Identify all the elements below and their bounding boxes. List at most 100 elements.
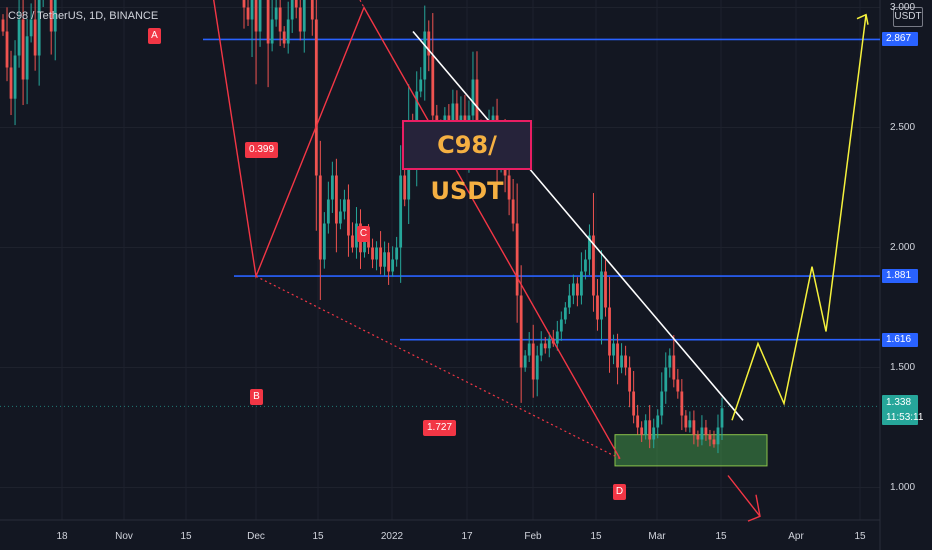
candle	[539, 331, 543, 362]
candle	[294, 0, 298, 19]
candle	[519, 265, 523, 403]
candle-body	[363, 235, 366, 253]
candle-body	[403, 175, 407, 200]
candle	[580, 252, 583, 305]
candle	[399, 145, 403, 283]
candle-body	[628, 367, 632, 392]
x-tick-label: 15	[854, 531, 866, 542]
candle-body	[355, 223, 358, 248]
candle-body	[592, 235, 595, 296]
candle-body	[339, 211, 342, 224]
candle-body	[395, 247, 399, 260]
down-arrow-shaft	[727, 475, 761, 517]
candle	[620, 343, 623, 374]
candle-body	[471, 79, 475, 116]
candle	[559, 311, 563, 341]
candle	[314, 0, 318, 231]
down-arrow-head	[747, 494, 761, 522]
x-tick-label: Nov	[115, 531, 133, 542]
candle	[375, 241, 378, 271]
candle-body	[668, 355, 672, 368]
wave-point-label: C	[357, 226, 370, 242]
candle-body	[684, 415, 688, 428]
candlesticks	[1, 0, 724, 454]
candle-body	[656, 415, 660, 428]
candle	[286, 1, 290, 54]
projection-arrow-head	[856, 13, 869, 25]
candle-body	[343, 199, 346, 212]
candle	[515, 183, 519, 323]
candle-body	[351, 235, 354, 248]
candle	[571, 274, 575, 305]
projection-line	[731, 14, 867, 421]
candle-body	[334, 175, 338, 224]
candle	[592, 193, 595, 312]
candle	[588, 224, 591, 276]
candle	[322, 212, 326, 269]
candle-body	[17, 19, 21, 56]
support-zone	[614, 434, 768, 467]
candle-body	[25, 36, 29, 80]
candle-body	[282, 31, 286, 44]
candle-body	[53, 0, 57, 32]
candle	[684, 410, 688, 432]
candle	[419, 67, 423, 98]
candle-body	[387, 252, 391, 272]
candle	[535, 345, 539, 397]
x-tick-label: 15	[715, 531, 727, 542]
candle	[13, 40, 17, 126]
candle-body	[326, 199, 330, 224]
candle-body	[547, 338, 551, 349]
candle	[604, 260, 607, 317]
candle-body	[519, 295, 523, 368]
candle-body	[580, 271, 583, 296]
projection-path	[731, 13, 869, 421]
candle-body	[375, 247, 378, 260]
candle-body	[258, 0, 262, 32]
candle	[1, 14, 5, 36]
candle	[656, 409, 660, 439]
candle	[584, 249, 587, 280]
x-tick-label: Mar	[648, 531, 666, 542]
candle-body	[286, 19, 290, 44]
candle	[29, 3, 33, 43]
candle-body	[716, 427, 720, 445]
candle-body	[298, 7, 302, 32]
x-tick-label: Feb	[524, 531, 542, 542]
candle-body	[588, 235, 591, 260]
candle-body	[9, 67, 13, 99]
support-rect	[614, 434, 768, 467]
candle-body	[604, 271, 607, 308]
candle	[427, 20, 431, 72]
ratio-label: 1.727	[423, 420, 457, 436]
candle	[391, 246, 395, 277]
candle-body	[555, 331, 559, 344]
candle-body	[539, 343, 543, 356]
candle	[318, 140, 322, 301]
candle	[471, 51, 475, 127]
candle	[612, 334, 615, 365]
candle-body	[278, 7, 282, 32]
candle	[42, 0, 44, 8]
candle-body	[250, 0, 254, 20]
candle	[326, 181, 330, 234]
candle-body	[302, 0, 306, 32]
candle	[330, 161, 334, 213]
candle	[712, 430, 716, 448]
candle	[696, 430, 700, 447]
candle-body	[451, 103, 455, 128]
candle-body	[5, 31, 9, 68]
ratio-label: 0.399	[245, 142, 279, 158]
candle	[302, 0, 306, 53]
candle-body	[371, 247, 374, 260]
candle	[676, 368, 680, 399]
candle	[250, 0, 254, 57]
currency-badge[interactable]: USDT	[893, 7, 923, 27]
candle-body	[322, 223, 326, 260]
candle-body	[427, 31, 431, 56]
candle-body	[660, 391, 664, 416]
candle-body	[379, 247, 382, 267]
candle	[708, 429, 712, 447]
candle	[9, 50, 13, 116]
candle-body	[531, 343, 535, 380]
